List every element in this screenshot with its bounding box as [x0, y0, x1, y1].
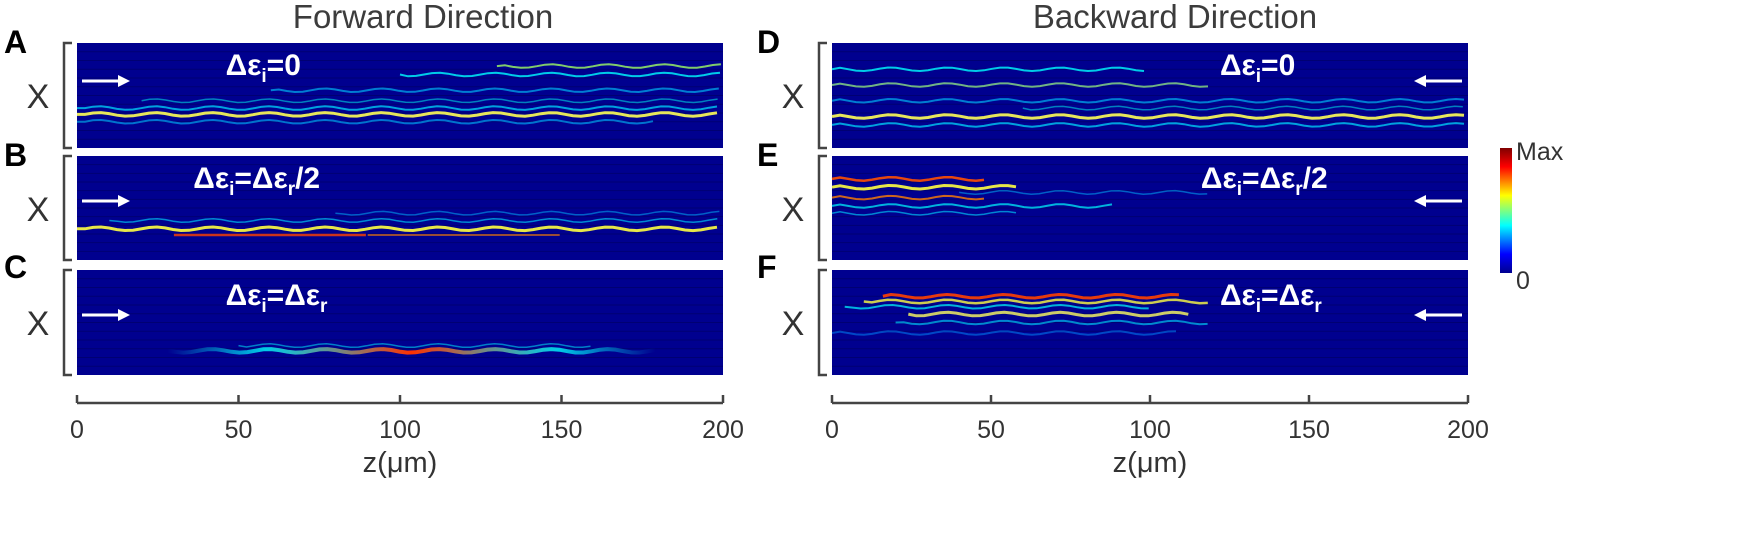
- x-tick-label: 0: [70, 416, 84, 444]
- panel-label-f: F: [757, 249, 777, 285]
- field-streak: [895, 319, 1208, 326]
- y-bracket-f: [817, 268, 827, 377]
- y-label-a: X: [27, 78, 50, 116]
- y-bracket-e: [817, 154, 827, 262]
- x-tick-label: 200: [702, 416, 744, 444]
- y-bracket-d: [817, 41, 827, 150]
- heatmap-panel-f: Δεi​=Δεr​: [831, 270, 1468, 375]
- annotation-b: Δεi​=Δεr​/2: [193, 162, 320, 200]
- field-streak: [167, 347, 656, 355]
- field-streak: [831, 183, 1017, 191]
- field-streak: [831, 97, 1465, 104]
- heatmap-panel-a: Δεi​=0: [76, 43, 723, 148]
- field-streak: [1022, 105, 1463, 111]
- x-tick-label: 100: [379, 416, 421, 444]
- arrow-left-icon: [1414, 75, 1462, 87]
- x-tick-label: 50: [225, 416, 253, 444]
- field-streak: [335, 210, 720, 216]
- field-streak: [238, 343, 591, 349]
- y-bracket-b: [62, 154, 72, 262]
- x-tick-label: 100: [1129, 416, 1171, 444]
- field-streak: [77, 105, 718, 111]
- colorbar: [1500, 148, 1512, 273]
- annotation-f: Δεi​=Δεr​: [1220, 279, 1322, 317]
- field-streak: [109, 217, 718, 224]
- y-label-c: X: [27, 305, 50, 343]
- annotation-d: Δεi​=0: [1220, 49, 1295, 87]
- y-label-f: X: [782, 305, 805, 343]
- heatmap-panel-e: Δεi​=Δεr​/2: [831, 156, 1468, 260]
- field-streak: [908, 310, 1189, 318]
- field-streak: [863, 298, 1208, 305]
- field-streak: [496, 63, 721, 69]
- field-streak: [844, 303, 1149, 310]
- field-streak: [77, 111, 718, 118]
- x-tick-label: 200: [1447, 416, 1489, 444]
- field-streak: [831, 203, 1113, 209]
- arrow-left-icon: [1414, 309, 1462, 321]
- panel-label-c: C: [4, 249, 27, 285]
- x-tick-label: 150: [541, 416, 583, 444]
- field-streak: [76, 118, 654, 125]
- colorbar-max-label: Max: [1516, 138, 1564, 166]
- heatmap-panel-b: Δεi​=Δεr​/2: [77, 156, 723, 260]
- title-backward: Backward Direction: [1033, 0, 1317, 35]
- x-tick-label: 0: [825, 416, 839, 444]
- arrow-right-icon: [82, 195, 130, 207]
- y-brackets: [62, 41, 827, 377]
- annotation-c: Δεi​=Δεr​: [226, 279, 328, 317]
- panel-label-d: D: [757, 24, 780, 60]
- y-label-d: X: [782, 78, 805, 116]
- annotation-e: Δεi​=Δεr​/2: [1201, 162, 1328, 200]
- title-forward: Forward Direction: [293, 0, 553, 35]
- arrow-right-icon: [82, 75, 130, 87]
- heatmap-panel-d: Δεi​=0: [831, 43, 1468, 148]
- y-label-b: X: [27, 191, 50, 229]
- y-bracket-c: [62, 268, 72, 377]
- x-tick-label: 150: [1288, 416, 1330, 444]
- x-tick-label: 50: [977, 416, 1005, 444]
- arrow-left-icon: [1414, 195, 1462, 207]
- field-streak: [831, 330, 1177, 336]
- field-streak: [831, 66, 1145, 73]
- field-streak: [831, 113, 1465, 120]
- field-streak: [959, 189, 1208, 195]
- x-axis-label-forward: z(μm): [363, 447, 438, 479]
- colorbar-min-label: 0: [1516, 267, 1530, 295]
- field-streak: [270, 87, 719, 94]
- panel-label-b: B: [4, 137, 27, 173]
- x-axis-label-backward: z(μm): [1113, 447, 1188, 479]
- field-streak: [831, 210, 1017, 216]
- field-streak: [141, 98, 718, 104]
- field-streak: [831, 122, 1465, 128]
- heatmap-panel-c: Δεi​=Δεr​: [77, 270, 723, 375]
- field-streak: [831, 175, 985, 182]
- field-streak: [831, 82, 1209, 88]
- panel-label-a: A: [4, 24, 27, 60]
- y-bracket-a: [62, 41, 72, 150]
- field-streak: [77, 225, 718, 233]
- field-streak: [399, 71, 721, 78]
- y-label-e: X: [782, 191, 805, 229]
- field-streak: [831, 194, 985, 201]
- field-streak: [882, 292, 1179, 300]
- annotation-a: Δεi​=0: [226, 49, 301, 87]
- panel-label-e: E: [757, 137, 778, 173]
- arrow-right-icon: [82, 309, 130, 321]
